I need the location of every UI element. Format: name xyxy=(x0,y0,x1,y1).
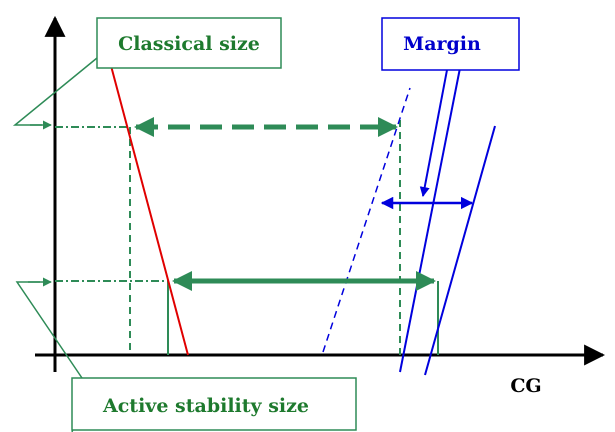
margin-pointer xyxy=(419,69,448,197)
blue-solid-line-left xyxy=(399,67,461,373)
red-limit-line xyxy=(109,61,189,356)
active-stability-size-box xyxy=(71,377,357,431)
active-callout-pointer xyxy=(15,281,83,379)
margin-label: Margin xyxy=(403,33,481,55)
x-axis-label: CG xyxy=(510,375,541,397)
margin-box xyxy=(381,17,520,71)
classical-size-box xyxy=(96,17,282,69)
active-stability-size-label: Active stability size xyxy=(102,395,309,417)
blue-solid-line-right xyxy=(424,125,496,376)
classical-size-label: Classical size xyxy=(118,33,260,55)
